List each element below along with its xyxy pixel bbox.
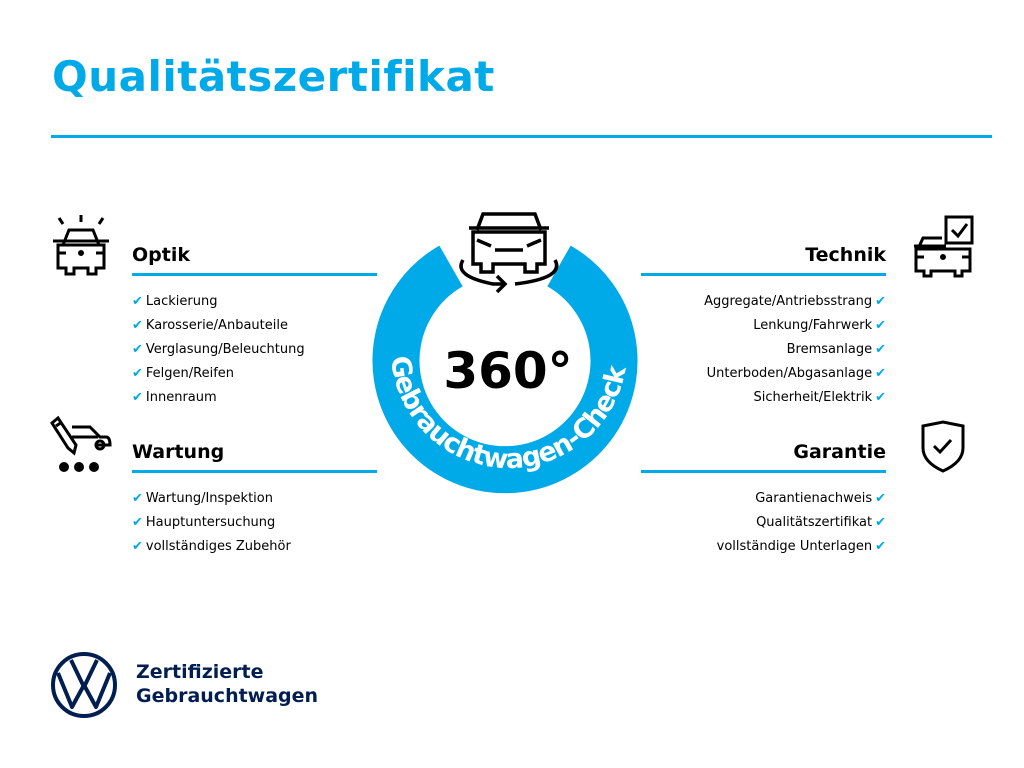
checklist-item: ✔ Felgen/Reifen <box>132 362 377 386</box>
check-icon: ✔ <box>875 539 886 554</box>
brand-line2: Gebrauchtwagen <box>136 685 319 707</box>
degree-number: 360° <box>443 342 572 400</box>
checklist-label: Bremsanlage <box>786 342 873 357</box>
shield-check-icon <box>921 420 965 473</box>
checklist-label: Unterboden/Abgasanlage <box>706 366 873 381</box>
checklist-item: Qualitätszertifikat ✔ <box>641 511 886 535</box>
check-icon: ✔ <box>875 342 886 357</box>
section-garantie: Garantie Garantienachweis ✔ Qualitätszerti… <box>641 438 886 559</box>
checklist-item: ✔ vollständiges Zubehör <box>132 535 377 559</box>
360-check-badge: Gebrauchtwagen-Check 360° <box>372 212 638 494</box>
section-title: Garantie <box>793 441 886 463</box>
check-icon: ✔ <box>875 366 886 381</box>
brand-text: Zertifizierte Gebrauchtwagen <box>136 660 318 708</box>
check-icon: ✔ <box>132 491 143 506</box>
car-checked-icon <box>914 215 974 278</box>
checklist-item: ✔ Verglasung/Beleuchtung <box>132 338 377 362</box>
checklist-item: Unterboden/Abgasanlage ✔ <box>641 362 886 386</box>
checklist-item: ✔ Innenraum <box>132 386 377 410</box>
section-title: Technik <box>805 244 886 266</box>
section-divider <box>132 273 377 276</box>
section-divider <box>132 470 377 473</box>
section-optik: Optik ✔ Lackierung ✔ Karosserie/Anbauteile ✔… <box>132 241 377 410</box>
check-icon: ✔ <box>875 318 886 333</box>
checklist-label: vollständiges Zubehör <box>145 539 291 554</box>
checklist-label: Qualitätszertifikat <box>756 515 873 530</box>
section-title: Wartung <box>132 441 225 463</box>
checklist-label: Garantienachweis <box>755 491 873 506</box>
checklist-label: Hauptuntersuchung <box>145 515 276 530</box>
section-divider <box>641 273 886 276</box>
car-inspection-icon <box>53 215 109 276</box>
section-technik: Technik Aggregate/Antriebsstrang ✔ Lenkung… <box>641 241 886 410</box>
checklist-label: Innenraum <box>145 390 217 405</box>
checklist-item: vollständige Unterlagen ✔ <box>641 535 886 559</box>
checklist-label: Felgen/Reifen <box>145 366 235 381</box>
checklist-item: Sicherheit/Elektrik ✔ <box>641 386 886 410</box>
checklist-item: Garantienachweis ✔ <box>641 487 886 511</box>
car-rotate-icon <box>459 212 559 294</box>
ring <box>372 245 638 494</box>
checklist-label: Aggregate/Antriebsstrang <box>704 294 873 309</box>
checklist-item: Bremsanlage ✔ <box>641 338 886 362</box>
checklist-item: Lenkung/Fahrwerk ✔ <box>641 314 886 338</box>
section-title: Optik <box>132 244 190 266</box>
check-icon: ✔ <box>875 390 886 405</box>
checklist-item: ✔ Hauptuntersuchung <box>132 511 377 535</box>
checklist-item: ✔ Wartung/Inspektion <box>132 487 377 511</box>
brand-line1: Zertifizierte <box>136 661 264 683</box>
service-car-icon <box>50 415 112 472</box>
check-icon: ✔ <box>132 318 143 333</box>
checklist-label: Wartung/Inspektion <box>145 491 273 506</box>
check-icon: ✔ <box>132 294 143 309</box>
vw-logo <box>51 652 117 718</box>
checklist-label: Lenkung/Fahrwerk <box>753 318 873 333</box>
checklist-label: Karosserie/Anbauteile <box>145 318 288 333</box>
section-divider <box>641 470 886 473</box>
section-wartung: Wartung ✔ Wartung/Inspektion ✔ Hauptuntersu… <box>132 438 377 559</box>
checklist-label: Verglasung/Beleuchtung <box>145 342 305 357</box>
check-icon: ✔ <box>875 294 886 309</box>
divider <box>51 135 992 138</box>
checklist-item: ✔ Karosserie/Anbauteile <box>132 314 377 338</box>
check-icon: ✔ <box>132 390 143 405</box>
checklist-item: Aggregate/Antriebsstrang ✔ <box>641 290 886 314</box>
check-icon: ✔ <box>132 366 143 381</box>
checklist-label: Lackierung <box>145 294 218 309</box>
check-icon: ✔ <box>132 515 143 530</box>
check-icon: ✔ <box>875 491 886 506</box>
checklist-item: ✔ Lackierung <box>132 290 377 314</box>
check-icon: ✔ <box>132 539 143 554</box>
checklist-label: Sicherheit/Elektrik <box>753 390 873 405</box>
check-icon: ✔ <box>875 515 886 530</box>
check-icon: ✔ <box>132 342 143 357</box>
checklist-label: vollständige Unterlagen <box>716 539 873 554</box>
page-title: Qualitätszertifikat <box>52 52 495 101</box>
